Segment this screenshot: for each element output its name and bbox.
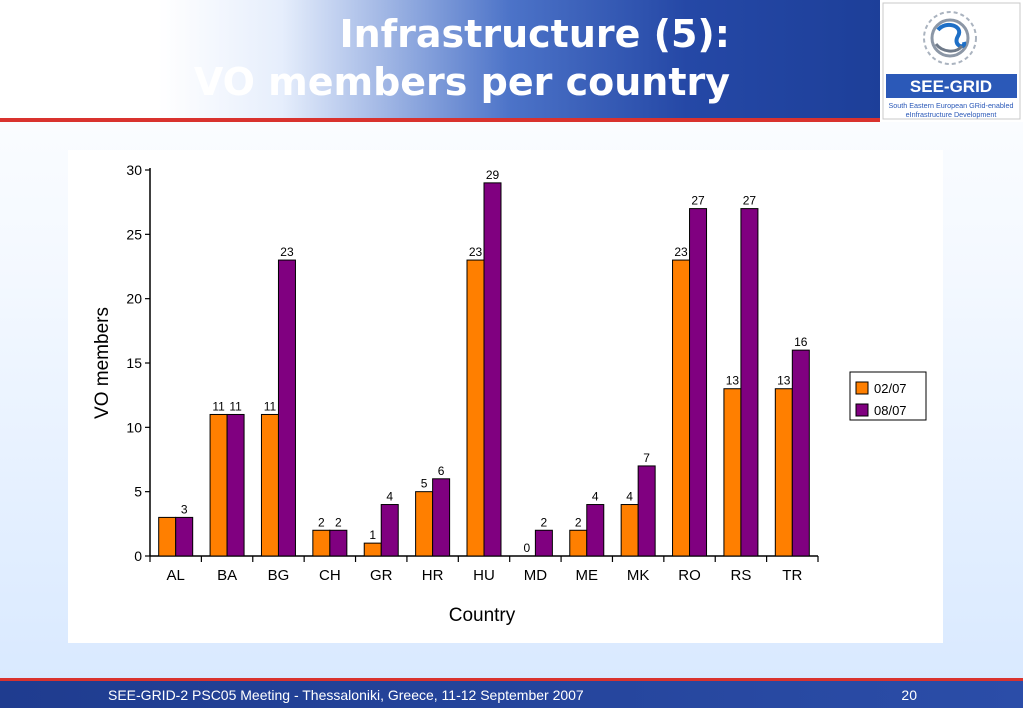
data-label-rs-series2: 27 [743, 194, 757, 208]
chart-bars [158, 182, 810, 557]
data-label-gr-series1: 1 [369, 528, 376, 542]
bar-rs-series2 [740, 208, 759, 557]
data-label-gr-series2: 4 [386, 490, 393, 504]
bar-tr-series2 [791, 349, 810, 557]
y-tick-label: 15 [126, 355, 142, 371]
data-label-ch-series2: 2 [335, 515, 342, 529]
data-label-mk-series1: 4 [626, 490, 633, 504]
legend-label-1: 02/07 [874, 381, 907, 396]
logo-name-band [886, 74, 1017, 98]
bar-md-series2 [534, 529, 553, 557]
x-tick-label-ro: RO [678, 567, 701, 584]
x-tick-label-ch: CH [319, 567, 341, 584]
x-tick-label-mk: MK [627, 567, 650, 584]
bar-al-series1 [158, 516, 177, 557]
see-grid-logo: SEE-GRID South Eastern European GRid-ena… [880, 0, 1023, 122]
logo-name: SEE-GRID [910, 77, 992, 96]
x-tick-label-rs: RS [731, 567, 752, 584]
bar-me-series2 [586, 504, 605, 557]
header-divider [0, 118, 1023, 122]
globe-swirl-icon [923, 11, 977, 65]
data-label-ro-series2: 27 [691, 194, 705, 208]
slide-header: Infrastructure (5): VO members per count… [0, 0, 880, 118]
data-label-tr-series1: 13 [777, 374, 791, 388]
legend-swatch-1 [855, 381, 869, 395]
title-line-1: Infrastructure (5): [339, 12, 730, 56]
footer-text: SEE-GRID-2 PSC05 Meeting - Thessaloniki,… [108, 687, 584, 703]
bar-ro-series2 [689, 208, 708, 557]
y-axis-label: VO members [92, 307, 113, 419]
data-label-hr-series2: 6 [438, 464, 445, 478]
bar-al-series2 [175, 516, 194, 557]
x-axis-label: Country [449, 605, 516, 626]
data-label-hr-series1: 5 [421, 477, 428, 491]
y-tick-label: 10 [126, 419, 142, 435]
y-tick-label: 0 [134, 548, 142, 564]
x-tick-label-tr: TR [782, 567, 802, 584]
data-label-ba-series1: 11 [212, 399, 225, 413]
bar-ch-series2 [329, 529, 348, 557]
bar-gr-series1 [363, 542, 382, 557]
data-label-ro-series1: 23 [674, 245, 688, 259]
logo-graphic: SEE-GRID South Eastern European GRid-ena… [882, 2, 1021, 120]
bar-ba-series1 [209, 413, 228, 557]
data-label-me-series1: 2 [575, 515, 582, 529]
logo-tagline-2: eInfrastructure Development [906, 110, 997, 119]
data-label-mk-series2: 7 [643, 451, 650, 465]
x-tick-label-hu: HU [473, 567, 495, 584]
title-line-2: VO members per country [193, 60, 730, 104]
chart-legend: 02/07 08/07 [849, 371, 927, 421]
bar-ba-series2 [226, 413, 245, 557]
bar-hr-series2 [432, 478, 451, 557]
legend-swatch-2 [855, 403, 869, 417]
data-label-me-series2: 4 [592, 490, 599, 504]
bar-mk-series1 [620, 504, 639, 557]
x-tick-label-ba: BA [217, 567, 237, 584]
data-label-hu-series2: 29 [486, 168, 500, 182]
bar-rs-series1 [723, 388, 742, 557]
x-tick-label-al: AL [167, 567, 185, 584]
data-label-bg-series1: 11 [264, 399, 277, 413]
data-label-rs-series1: 13 [726, 374, 740, 388]
chart-panel: 0 5 10 15 20 25 30 AL BA BG CH GR HR HU MD ME MK RO RS TR 3… [68, 150, 943, 643]
bar-gr-series2 [380, 504, 399, 557]
y-tick-label: 20 [126, 291, 142, 307]
data-label-hu-series1: 23 [469, 245, 483, 259]
bar-hu-series1 [466, 259, 485, 557]
page-number: 20 [901, 687, 917, 703]
data-label-al-series2: 3 [181, 502, 188, 516]
slide-title: Infrastructure (5): VO members per count… [194, 10, 730, 106]
y-tick-label: 5 [134, 484, 142, 500]
data-label-bg-series2: 23 [280, 245, 294, 259]
bar-me-series1 [569, 529, 588, 557]
bar-mk-series2 [637, 465, 656, 557]
y-tick-label: 25 [126, 226, 142, 242]
bar-hr-series1 [415, 491, 434, 557]
bar-tr-series1 [774, 388, 793, 557]
x-tick-label-bg: BG [268, 567, 290, 584]
x-tick-label-md: MD [524, 567, 547, 584]
data-label-ba-series2: 11 [229, 399, 242, 413]
x-tick-label-gr: GR [370, 567, 393, 584]
legend-label-2: 08/07 [874, 403, 907, 418]
bar-ch-series1 [312, 529, 331, 557]
data-label-tr-series2: 16 [794, 335, 808, 349]
bar-bg-series2 [277, 259, 296, 557]
logo-tagline-1: South Eastern European GRid-enabled [888, 101, 1013, 110]
slide-footer: SEE-GRID-2 PSC05 Meeting - Thessaloniki,… [0, 678, 1023, 708]
bar-bg-series1 [260, 413, 279, 557]
x-tick-label-hr: HR [422, 567, 444, 584]
data-label-md-series1: 0 [524, 541, 531, 555]
bar-ro-series1 [672, 259, 691, 557]
data-label-ch-series1: 2 [318, 515, 325, 529]
y-tick-label: 30 [126, 162, 142, 178]
data-label-md-series2: 2 [541, 515, 548, 529]
bar-hu-series2 [483, 182, 502, 557]
x-tick-label-me: ME [576, 567, 599, 584]
